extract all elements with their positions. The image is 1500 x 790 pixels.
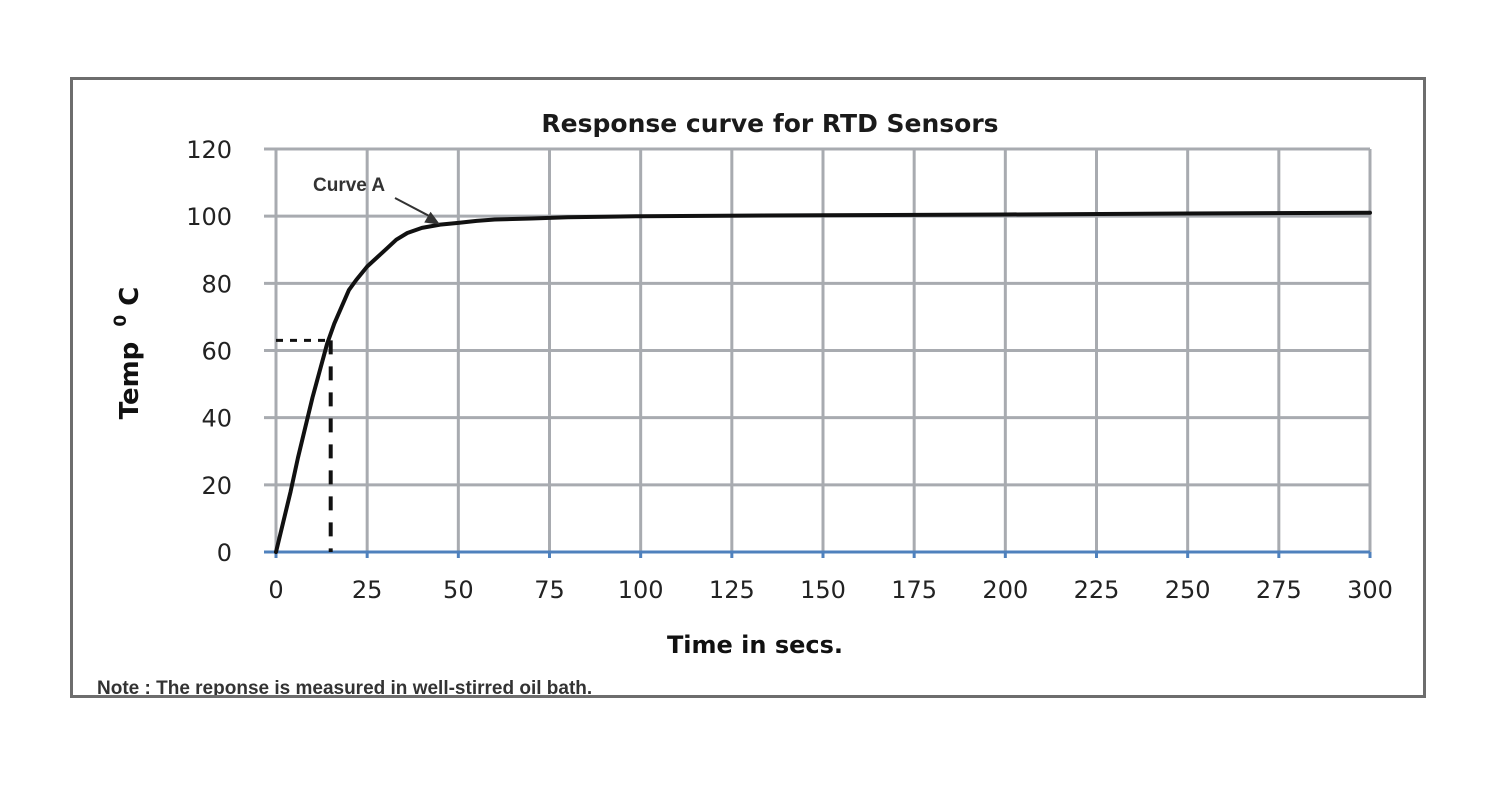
- x-axis-label: Time in secs.: [667, 631, 843, 659]
- curve-a-annotation: Curve A: [313, 175, 385, 196]
- tick-layer: 0 25 50 75 100 125 150 175 200 225 250 275 300 0 20 40 6…: [186, 136, 1393, 604]
- x-tick-label: 100: [618, 576, 664, 604]
- x-tick-label: 225: [1074, 576, 1120, 604]
- y-axis-label-superscript: 0: [111, 315, 131, 327]
- annotation-arrow-line: [394, 197, 435, 220]
- x-tick-label: 50: [443, 576, 474, 604]
- chart-frame: 0 25 50 75 100 125 150 175 200 225 250 275 300 0 20 40 6…: [70, 77, 1426, 698]
- y-axis-label-group: Temp 0 C: [103, 287, 145, 420]
- x-tick-label: 0: [268, 576, 283, 604]
- x-tick-label: 275: [1256, 576, 1302, 604]
- y-tick-label: 100: [186, 203, 232, 231]
- x-tick-label: 25: [352, 576, 383, 604]
- annotation-arrow-head: [424, 211, 441, 225]
- x-tick-label: 300: [1347, 576, 1393, 604]
- y-tick-label: 120: [186, 136, 232, 164]
- x-tick-label: 200: [982, 576, 1028, 604]
- y-axis-label: Temp: [115, 342, 145, 420]
- footnote: Note : The reponse is measured in well-s…: [97, 678, 592, 695]
- series-layer: [274, 210, 1372, 554]
- chart-title: Response curve for RTD Sensors: [541, 109, 998, 138]
- y-tick-label: 60: [201, 338, 232, 366]
- svg-text:Temp 0 C: Temp 0 C: [103, 287, 145, 420]
- y-tick-label: 0: [217, 539, 232, 567]
- y-tick-label: 80: [201, 270, 232, 298]
- series-line-curve-a: [274, 210, 1372, 554]
- x-tick-label: 250: [1165, 576, 1211, 604]
- y-tick-label: 40: [201, 405, 232, 433]
- x-tick-label: 75: [534, 576, 565, 604]
- grid-layer: [264, 147, 1372, 558]
- rtd-response-chart: 0 25 50 75 100 125 150 175 200 225 250 275 300 0 20 40 6…: [97, 109, 1393, 695]
- x-tick-label: 125: [709, 576, 755, 604]
- guide-layer: [276, 338, 333, 552]
- x-tick-label: 175: [891, 576, 937, 604]
- annotation-layer: Curve A: [313, 175, 441, 225]
- y-axis-label-unit: C: [115, 287, 145, 306]
- x-tick-label: 150: [800, 576, 846, 604]
- y-tick-label: 20: [201, 472, 232, 500]
